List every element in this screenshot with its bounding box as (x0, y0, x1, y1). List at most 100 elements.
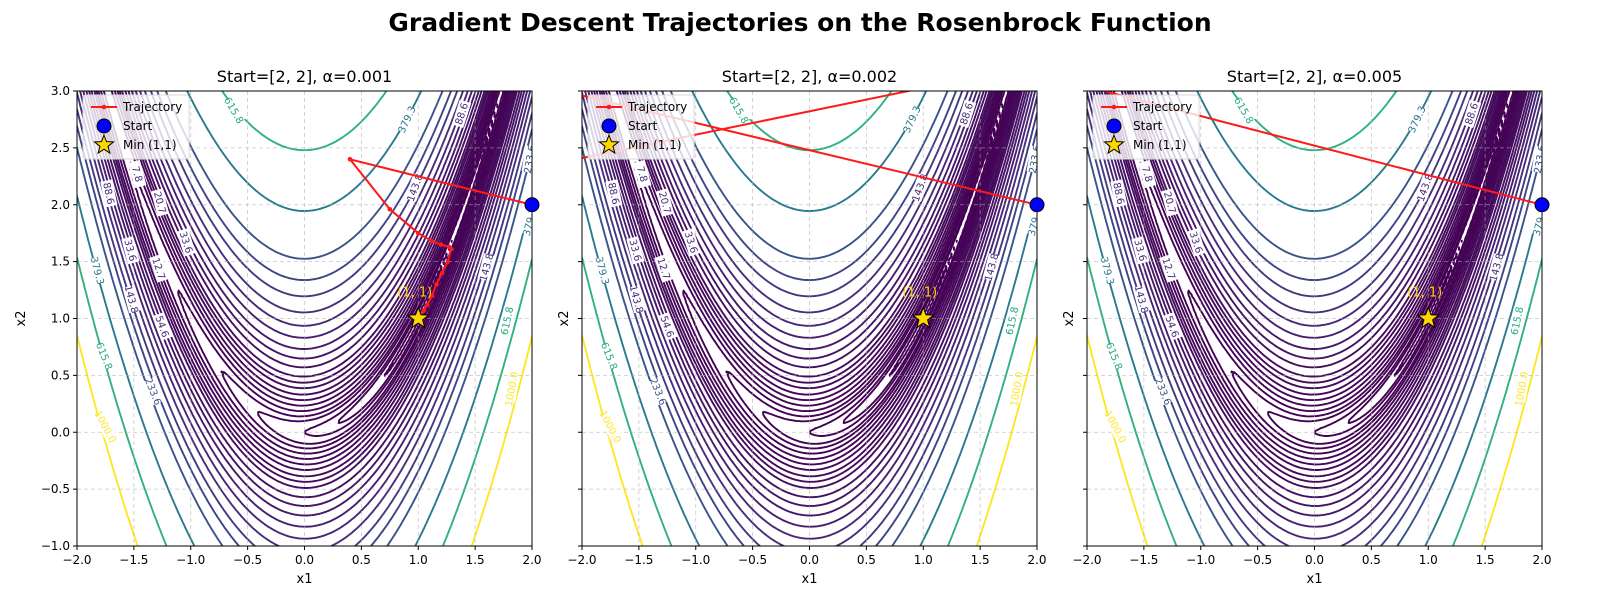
contour-label-bg (657, 312, 678, 341)
contour-label-bg (900, 105, 923, 134)
x-tick-label: 0.0 (800, 553, 819, 567)
contour-level-line (1267, 91, 1517, 445)
contour-level-line (1139, 91, 1521, 460)
contour-label-bg (498, 306, 516, 335)
minimum-annotation: (1, 1) (902, 286, 937, 301)
contour-label-bg (142, 376, 164, 406)
contour-level-line (604, 91, 1019, 471)
contour-label-bg (1110, 179, 1128, 208)
legend-trajectory-marker (606, 104, 612, 110)
contour-level-line (1107, 91, 1525, 478)
contour-label-bg (122, 285, 141, 314)
contour-label-bg (1513, 375, 1530, 403)
x-axis-label: x1 (802, 572, 818, 587)
contour-label-bg (152, 312, 173, 341)
start-marker (1534, 197, 1550, 213)
contour-label-bg (626, 236, 645, 265)
contour-label-bg (404, 173, 425, 202)
subplot-title: Start=[2, 2], α=0.005 (1227, 67, 1402, 86)
y-tick-label: 2.5 (51, 141, 70, 155)
x-tick-label: −1.0 (176, 553, 205, 567)
contour-level-line (725, 91, 1013, 450)
contour-level-line (1087, 91, 1542, 546)
contour-label: 379.3 (522, 207, 540, 238)
legend-star-marker (1103, 133, 1125, 155)
contour-label-bg (128, 159, 147, 189)
contour-label-bg (1530, 207, 1542, 236)
y-tick-label: 3.0 (51, 84, 70, 98)
axis-ticks: −2.0 −1.5 −1.0 −0.5 0.0 0.5 1.0 1.5 2.0 −1.0 −0.5 0… (41, 84, 542, 567)
contour-label-bg (605, 179, 623, 208)
contour-label-bg (1152, 376, 1174, 406)
legend-label: Min (1,1) (123, 138, 177, 152)
legend: Trajectory Start Min (1,1) (82, 94, 190, 160)
contour-label-bg (1132, 285, 1151, 314)
x-tick-label: 0.5 (1362, 553, 1381, 567)
contour-label: 379.3 (1532, 207, 1550, 238)
contour-label-bg (1405, 105, 1428, 134)
trajectory-point (448, 246, 454, 252)
contour-label-bg (477, 253, 496, 282)
start-marker (524, 197, 540, 213)
x-tick-label: 0.0 (1305, 553, 1324, 567)
legend-label: Start (628, 119, 658, 133)
x-tick-label: −1.5 (1129, 553, 1158, 567)
contour-level-line (1187, 91, 1519, 455)
x-tick-label: 1.0 (914, 553, 933, 567)
contour-label-bg (654, 254, 674, 283)
contour-level-line (582, 91, 1037, 546)
minimum-star-marker (911, 306, 936, 329)
trajectory-point (438, 242, 444, 247)
minimum-annotation: (1, 1) (397, 286, 432, 301)
x-tick-label: 2.0 (1027, 553, 1046, 567)
trajectory-point (387, 207, 393, 212)
axis-ticks: −2.0 −1.5 −1.0 −0.5 0.0 0.5 1.0 1.5 2.0 (567, 90, 1047, 567)
trajectory-point (989, 72, 994, 77)
contour-label-bg (521, 145, 532, 174)
x-tick-label: −2.0 (1072, 553, 1101, 567)
trajectory (1100, 91, 1542, 206)
x-tick-label: 1.5 (971, 553, 990, 567)
contour-level-line (1112, 91, 1522, 466)
subplot-title: Start=[2, 2], α=0.002 (722, 67, 897, 86)
minimum-star-marker (1416, 306, 1441, 329)
y-tick-label: 1.5 (51, 255, 70, 269)
x-tick-label: −1.0 (681, 553, 710, 567)
contour-label-bg (1186, 228, 1206, 257)
trajectory-point (415, 230, 421, 236)
legend-start-marker (96, 118, 112, 134)
contour-label-bg (598, 341, 620, 371)
trajectory-point (421, 308, 427, 313)
x-tick-label: 0.0 (295, 553, 314, 567)
contour-level-line (682, 91, 1014, 455)
contour-label-bg (503, 375, 520, 403)
contour-label: 88.6 (1110, 182, 1125, 206)
legend-start-marker (1106, 118, 1122, 134)
y-tick-label: −1.0 (41, 539, 70, 553)
legend-trajectory-marker (101, 104, 107, 110)
contour-label-bg (1414, 173, 1435, 202)
x-tick-label: 1.5 (466, 553, 485, 567)
trajectory-point (434, 282, 439, 287)
contour-label-bg (647, 376, 669, 406)
trajectory-point (466, 66, 471, 71)
x-tick-label: −1.5 (119, 553, 148, 567)
legend-trajectory-marker (1111, 104, 1117, 110)
minimum-star-marker (406, 306, 431, 329)
contour-level-line (257, 91, 507, 445)
contour-label: 88.6 (100, 182, 115, 206)
contour-level-line (1109, 91, 1524, 471)
contour-label-bg (1104, 412, 1127, 441)
contour-label-bg (520, 207, 532, 236)
contour-level-line (129, 91, 511, 460)
contour-level-line (177, 91, 509, 455)
grid (1087, 91, 1542, 546)
contour-label-bg (451, 99, 472, 128)
contour-label-bg (956, 99, 977, 128)
subplot-3: Start=[2, 2], α=0.0051000.01000.0615.861… (1062, 67, 1552, 587)
y-axis-label: x2 (557, 311, 572, 327)
contour-level-line (77, 91, 532, 546)
contour-label-bg (593, 256, 612, 285)
contour-label: 88.6 (605, 182, 620, 206)
